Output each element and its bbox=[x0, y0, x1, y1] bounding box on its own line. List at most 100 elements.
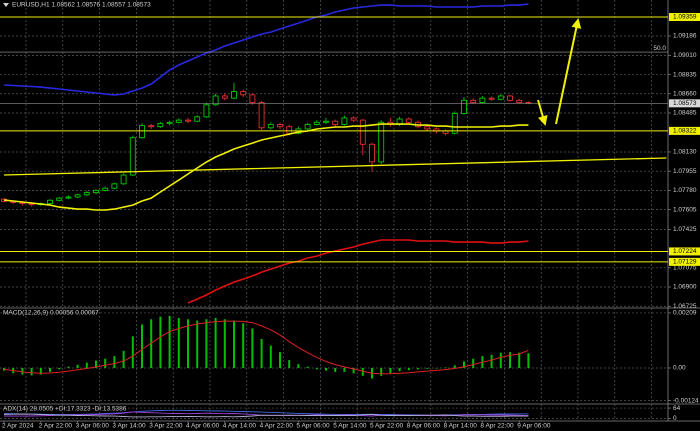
macd-bar bbox=[472, 358, 475, 368]
macd-bar bbox=[21, 367, 24, 375]
x-tick-label: 8 Apr 06:00 bbox=[407, 423, 441, 430]
x-tick-label: 4 Apr 22:00 bbox=[260, 423, 294, 430]
macd-bar bbox=[95, 360, 97, 368]
macd-bar bbox=[325, 367, 327, 371]
macd-bar bbox=[214, 317, 217, 368]
macd-bar bbox=[113, 356, 116, 368]
candle-body bbox=[267, 124, 274, 129]
y-tick-label: 1.08660 bbox=[673, 90, 697, 97]
macd-bar bbox=[509, 352, 511, 368]
y-tick-label: 0 bbox=[673, 415, 677, 422]
candle-body bbox=[102, 187, 109, 191]
level-label: 1.07129 bbox=[673, 259, 697, 266]
candle-body bbox=[56, 197, 63, 201]
macd-bar bbox=[141, 324, 143, 368]
indicator-line bbox=[3, 413, 529, 418]
macd-bar bbox=[315, 367, 318, 370]
arrow-up bbox=[555, 18, 582, 125]
y-tick-label: 1.07955 bbox=[673, 168, 697, 175]
macd-bar bbox=[444, 367, 447, 368]
macd-bar bbox=[380, 367, 383, 376]
macd-bar bbox=[242, 323, 245, 368]
x-tick-label: 3 Apr 06:00 bbox=[76, 423, 110, 430]
macd-bar bbox=[49, 367, 51, 372]
level-label: 1.07224 bbox=[673, 248, 697, 255]
macd-bar bbox=[527, 353, 530, 368]
x-tick-label: 5 Apr 14:00 bbox=[333, 423, 367, 430]
macd-bar bbox=[260, 339, 263, 368]
macd-bar bbox=[490, 354, 493, 368]
macd-bar bbox=[269, 345, 272, 368]
level-label-bg bbox=[669, 247, 700, 256]
macd-bar bbox=[159, 316, 162, 368]
y-tick-label: 1.06900 bbox=[673, 284, 697, 291]
candle-body bbox=[451, 113, 458, 134]
macd-bar bbox=[435, 367, 438, 369]
x-tick-label: 2 Apr 22:00 bbox=[39, 423, 73, 430]
macd-bar bbox=[343, 367, 346, 372]
menu-icon bbox=[3, 3, 9, 7]
candle-body bbox=[488, 97, 495, 100]
price-label: 1.08573 bbox=[673, 100, 697, 107]
moving-average bbox=[3, 3, 529, 96]
candle-body bbox=[277, 124, 283, 128]
macd-bar bbox=[361, 367, 364, 376]
x-tick-label: 5 Apr 06:00 bbox=[296, 423, 330, 430]
candle-body bbox=[507, 95, 513, 101]
macd-bar bbox=[426, 367, 429, 369]
macd-bar bbox=[187, 319, 189, 368]
macd-bar bbox=[279, 352, 281, 368]
macd-bar bbox=[453, 365, 456, 368]
candle-body bbox=[378, 121, 385, 163]
candle-body bbox=[221, 95, 228, 99]
candle-body bbox=[323, 120, 329, 123]
macd-bar bbox=[463, 361, 465, 368]
macd-bar bbox=[499, 352, 502, 368]
y-tick-label: 1.07075 bbox=[673, 265, 697, 272]
macd-bar bbox=[389, 367, 392, 374]
y-tick-label: 1.08485 bbox=[673, 110, 697, 117]
macd-bar bbox=[39, 367, 42, 375]
candle-body bbox=[47, 199, 53, 205]
macd-title: MACD(12,26,9) 0.00056 0.00067 bbox=[3, 310, 99, 317]
macd-bar bbox=[122, 350, 125, 368]
y-tick-label: 1.09186 bbox=[673, 33, 697, 40]
level-label-bg bbox=[669, 126, 700, 135]
macd-bar bbox=[306, 366, 309, 368]
candle-body bbox=[157, 122, 164, 128]
moving-average bbox=[187, 239, 529, 304]
chart-title: EURUSD,H1 1.08562 1.08576 1.08557 1.0857… bbox=[12, 2, 151, 9]
candle-body bbox=[470, 99, 477, 104]
y-tick-label: 1.07425 bbox=[673, 226, 697, 233]
macd-bar bbox=[58, 367, 61, 370]
macd-bar bbox=[334, 367, 337, 372]
trend-line bbox=[3, 157, 667, 176]
y-tick-label: 1.06725 bbox=[673, 303, 697, 310]
macd-bar bbox=[196, 320, 199, 368]
candle-body bbox=[249, 94, 256, 104]
y-tick-label: -0.00124 bbox=[673, 397, 699, 404]
macd-bar bbox=[104, 358, 107, 368]
candle-body bbox=[286, 126, 293, 134]
macd-bar bbox=[398, 367, 401, 372]
signal-line bbox=[3, 320, 529, 375]
level-label: 1.08322 bbox=[673, 128, 697, 135]
macd-bar bbox=[352, 367, 355, 374]
level-label: 1.09359 bbox=[673, 14, 697, 21]
candle-body bbox=[479, 97, 486, 104]
y-tick-label: 64 bbox=[673, 405, 681, 412]
y-tick-label: 1.07780 bbox=[673, 187, 697, 194]
macd-bar bbox=[233, 320, 235, 368]
fib-label: 50.0 bbox=[653, 45, 666, 52]
y-tick-label: 1.09010 bbox=[673, 52, 697, 59]
candle-body bbox=[74, 194, 81, 198]
candle-body bbox=[139, 125, 145, 139]
x-tick-label: 8 Apr 22:00 bbox=[480, 423, 514, 430]
macd-bar bbox=[85, 362, 88, 368]
candle-body bbox=[304, 124, 311, 130]
macd-bar bbox=[297, 364, 300, 368]
x-tick-label: 3 Apr 14:00 bbox=[112, 423, 146, 430]
candle-body bbox=[497, 95, 504, 100]
